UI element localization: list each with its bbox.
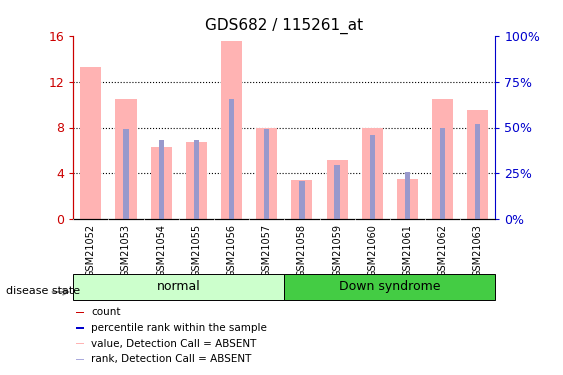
Bar bbox=[264, 129, 269, 219]
Bar bbox=[80, 67, 101, 219]
Text: GSM21058: GSM21058 bbox=[297, 224, 307, 277]
Text: GSM21053: GSM21053 bbox=[121, 224, 131, 277]
Text: GSM21052: GSM21052 bbox=[86, 224, 96, 277]
Bar bbox=[115, 99, 136, 219]
Bar bbox=[123, 129, 128, 219]
Bar bbox=[292, 180, 312, 219]
Bar bbox=[73, 274, 284, 300]
Text: Down syndrome: Down syndrome bbox=[339, 280, 441, 293]
Bar bbox=[186, 142, 207, 219]
Bar bbox=[334, 165, 339, 219]
Bar bbox=[284, 274, 495, 300]
Text: GSM21057: GSM21057 bbox=[262, 224, 272, 277]
Bar bbox=[327, 160, 347, 219]
Bar bbox=[475, 124, 480, 219]
Bar bbox=[397, 179, 418, 219]
Bar bbox=[159, 140, 164, 219]
Text: GSM21059: GSM21059 bbox=[332, 224, 342, 277]
Text: GSM21062: GSM21062 bbox=[437, 224, 448, 277]
Bar bbox=[75, 327, 84, 328]
Text: GSM21060: GSM21060 bbox=[367, 224, 377, 277]
Bar bbox=[405, 172, 410, 219]
Bar bbox=[300, 181, 305, 219]
Text: disease state: disease state bbox=[6, 286, 80, 296]
Text: GSM21054: GSM21054 bbox=[156, 224, 166, 277]
Text: GSM21056: GSM21056 bbox=[226, 224, 236, 277]
Text: GSM21063: GSM21063 bbox=[473, 224, 483, 277]
Bar bbox=[151, 147, 172, 219]
Bar bbox=[75, 358, 84, 360]
Bar bbox=[75, 312, 84, 313]
Bar bbox=[440, 128, 445, 219]
Bar bbox=[229, 99, 234, 219]
Bar bbox=[194, 140, 199, 219]
Text: percentile rank within the sample: percentile rank within the sample bbox=[91, 323, 267, 333]
Bar bbox=[432, 99, 453, 219]
Text: rank, Detection Call = ABSENT: rank, Detection Call = ABSENT bbox=[91, 354, 252, 364]
Bar bbox=[256, 128, 277, 219]
Text: GSM21061: GSM21061 bbox=[403, 224, 413, 277]
Bar bbox=[75, 343, 84, 344]
Text: normal: normal bbox=[157, 280, 200, 293]
Text: value, Detection Call = ABSENT: value, Detection Call = ABSENT bbox=[91, 339, 257, 349]
Bar bbox=[370, 135, 375, 219]
Title: GDS682 / 115261_at: GDS682 / 115261_at bbox=[205, 18, 363, 34]
Bar bbox=[221, 41, 242, 219]
Bar bbox=[467, 110, 488, 219]
Bar bbox=[362, 128, 383, 219]
Text: count: count bbox=[91, 307, 121, 317]
Text: GSM21055: GSM21055 bbox=[191, 224, 202, 277]
